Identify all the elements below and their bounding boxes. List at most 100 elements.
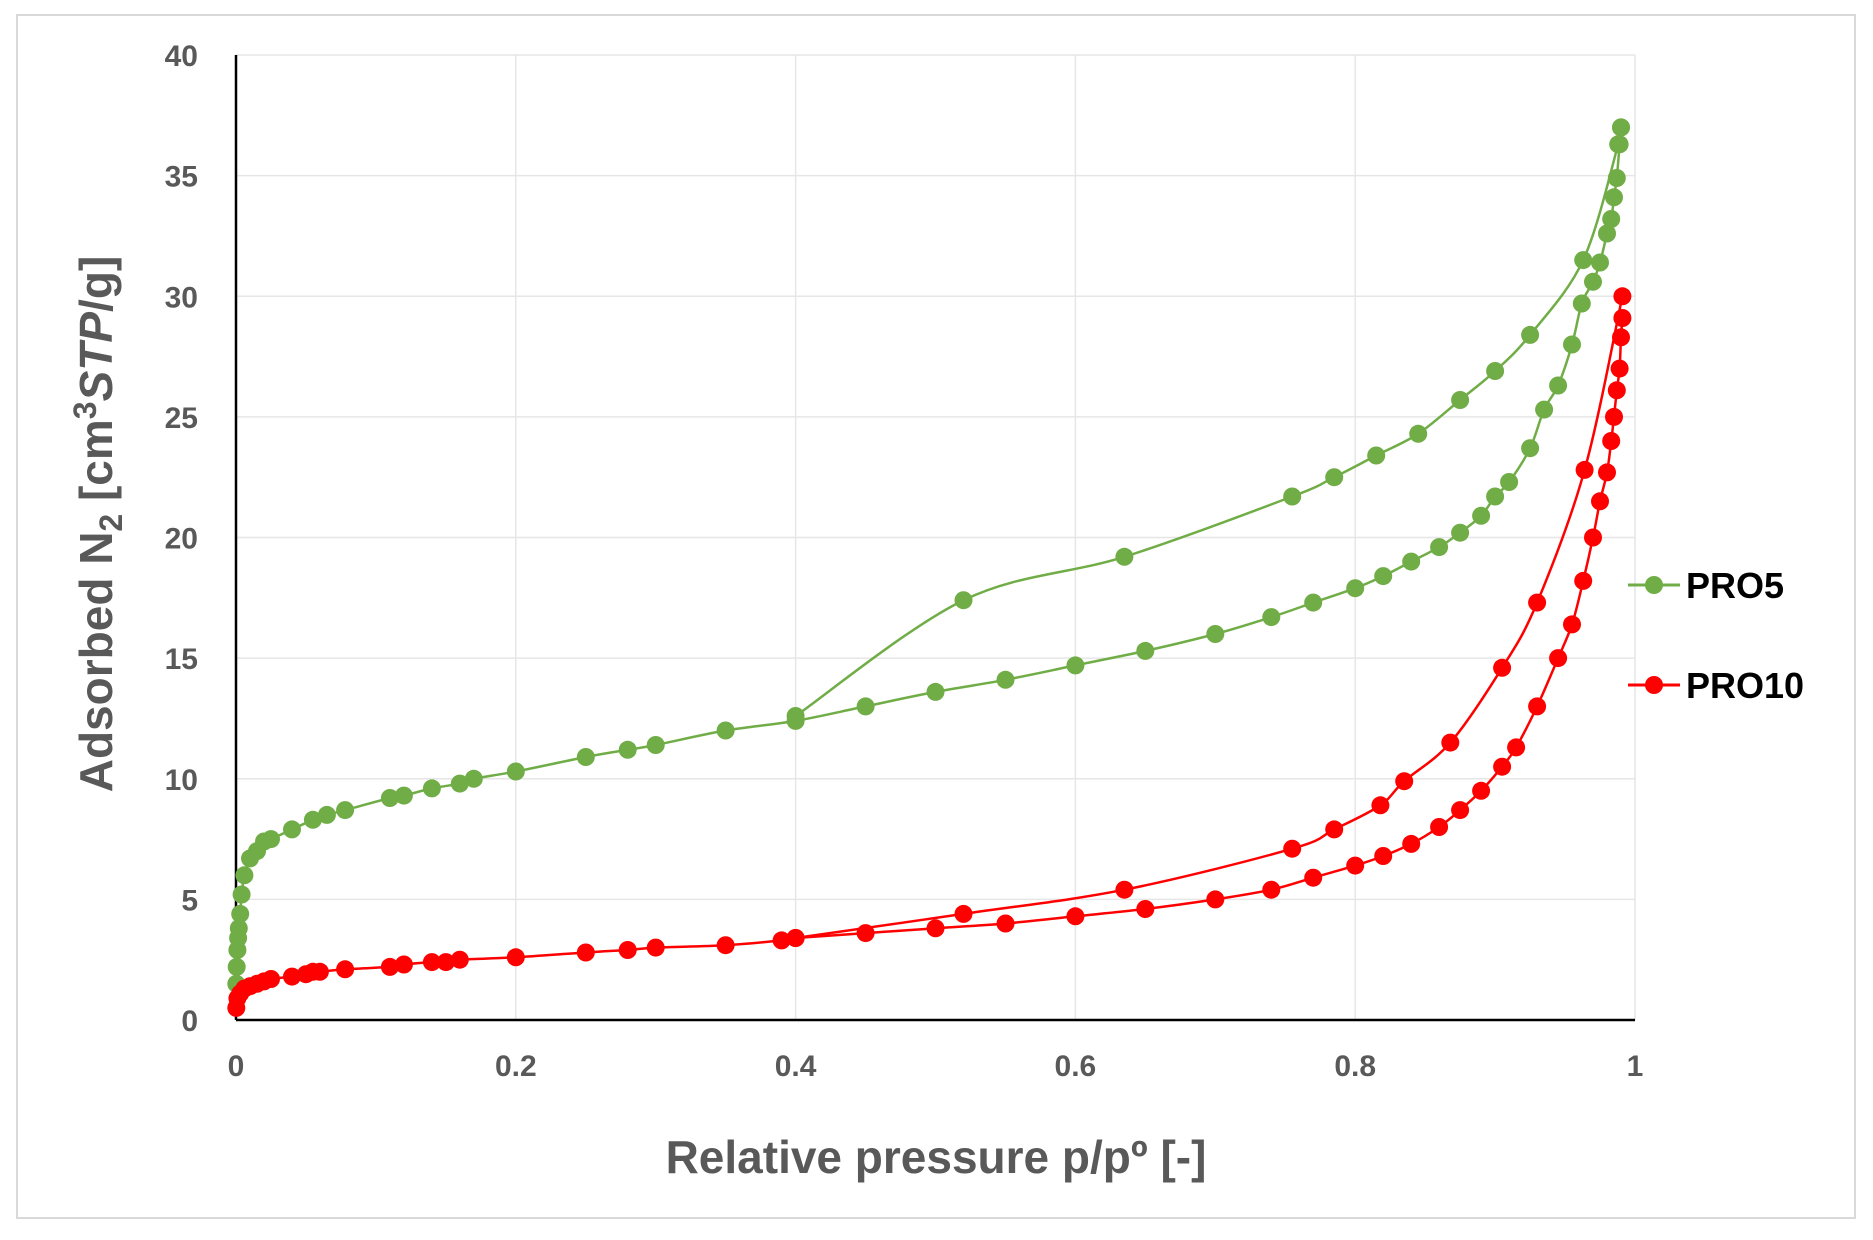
- pro5-adsorption-point: [1472, 506, 1491, 525]
- legend-label-pro5: PRO5: [1686, 565, 1784, 606]
- pro5-adsorption-point: [1500, 473, 1519, 491]
- pro10-desorption-point: [1115, 880, 1134, 899]
- axes: [234, 55, 1635, 1022]
- pro5-adsorption-point: [450, 774, 469, 793]
- pro5-adsorption-point: [1206, 625, 1225, 643]
- pro5-adsorption-point: [380, 789, 399, 807]
- pro5-desorption-point: [1486, 362, 1505, 380]
- pro5-adsorption-point: [576, 748, 595, 766]
- pro10-desorption-point: [1575, 460, 1594, 479]
- pro10-adsorption-point: [1451, 801, 1470, 820]
- pro5-adsorption-point: [506, 762, 525, 781]
- pro10-adsorption-point: [1374, 847, 1393, 865]
- pro10-desorption-line: [795, 296, 1624, 940]
- pro5-adsorption-point: [229, 919, 248, 938]
- pro10-adsorption-point: [1346, 856, 1365, 875]
- pro10-adsorption-point: [1262, 880, 1281, 899]
- pro5-desorption-line: [794, 126, 1624, 718]
- pro10-adsorption-point: [1549, 649, 1568, 668]
- pro5-adsorption-point: [1430, 538, 1449, 557]
- pro5-adsorption-point: [1346, 579, 1365, 598]
- pro10-desorption-point: [1283, 839, 1302, 858]
- pro10-adsorption-point: [1574, 571, 1593, 590]
- pro5-adsorption-point: [232, 885, 251, 904]
- legend-marker-pro10: [1645, 676, 1663, 694]
- pro10-adsorption-point: [772, 931, 791, 950]
- y-axis-title: Adsorbed N2 [cm3STP/g]: [67, 256, 129, 793]
- pro10-desorption-point: [1528, 593, 1547, 612]
- pro5-desorption-point: [1115, 547, 1134, 566]
- pro5-adsorption-point: [996, 670, 1015, 689]
- y-tick-label: 35: [165, 161, 198, 194]
- pro10-adsorption-point: [283, 967, 301, 986]
- pro5-adsorption-point: [464, 769, 483, 788]
- pro5-adsorption-point: [394, 786, 413, 805]
- pro10-adsorption-point: [1066, 907, 1085, 926]
- x-tick-label: 0: [228, 1050, 245, 1083]
- pro5-adsorption-point: [1374, 567, 1393, 586]
- legend-item-pro5: PRO5: [1628, 565, 1784, 606]
- pro5-desorption-point: [1609, 135, 1628, 154]
- pro10-adsorption-point: [1607, 381, 1626, 400]
- pro5-adsorption-point: [283, 820, 301, 839]
- pro10-adsorption-point: [1605, 407, 1623, 426]
- pro10-adsorption-point: [1584, 528, 1602, 547]
- pro10-desorption-point: [786, 929, 805, 947]
- pro5-desorption-point: [1325, 468, 1344, 487]
- pro5-adsorption-point: [646, 736, 665, 754]
- pro5-desorption-point: [1612, 118, 1630, 137]
- y-tick-label: 0: [181, 1005, 198, 1038]
- pro5-adsorption-point: [1549, 376, 1568, 395]
- pro5-desorption-point: [1574, 251, 1593, 270]
- y-tick-label: 5: [181, 884, 198, 917]
- pro5-desorption-point: [1451, 391, 1470, 409]
- pro10-adsorption-point: [422, 953, 441, 972]
- pro10-adsorption-point: [1563, 615, 1581, 634]
- pro10-desorption-point: [1613, 287, 1632, 306]
- pro10-adsorption-point: [926, 919, 945, 938]
- x-tick-label: 0.2: [495, 1050, 537, 1083]
- pro10-adsorption-point: [380, 957, 399, 976]
- series-pro5: [227, 118, 1630, 993]
- pro10-adsorption-point: [1493, 757, 1512, 776]
- pro10-adsorption-point: [450, 950, 469, 969]
- pro10-adsorption-point: [1472, 781, 1491, 800]
- pro5-adsorption-point: [1584, 272, 1602, 291]
- pro5-adsorption-point: [235, 866, 254, 885]
- pro5-adsorption-point: [1304, 593, 1323, 612]
- legend: PRO5 PRO10: [1628, 565, 1804, 706]
- pro10-adsorption-point: [1598, 463, 1616, 482]
- y-tick-label: 20: [165, 523, 198, 556]
- y-tick-label: 10: [165, 764, 198, 797]
- x-axis-title: Relative pressure p/pº [-]: [666, 1131, 1207, 1183]
- pro5-adsorption-point: [1521, 439, 1540, 458]
- pro5-desorption-point: [1283, 487, 1302, 506]
- pro10-adsorption-point: [1602, 432, 1621, 450]
- y-tick-label: 40: [165, 40, 198, 73]
- pro10-adsorption-point: [1430, 818, 1449, 836]
- pro10-adsorption-point: [1610, 359, 1629, 378]
- x-tick-label: 0.8: [1334, 1050, 1376, 1083]
- pro10-adsorption-line: [235, 317, 1624, 1009]
- pro5-adsorption-point: [926, 682, 945, 701]
- pro10-adsorption-point: [436, 953, 455, 972]
- pro5-adsorption-point: [262, 830, 280, 849]
- pro10-adsorption-point: [1528, 697, 1547, 716]
- pro10-adsorption-point: [1402, 834, 1421, 853]
- y-tick-label: 30: [165, 281, 198, 314]
- y-tick-label: 15: [165, 643, 198, 676]
- legend-label-pro10: PRO10: [1686, 665, 1804, 706]
- pro5-desorption-point: [1367, 446, 1386, 465]
- pro5-adsorption-point: [1605, 188, 1623, 207]
- series-layer: [227, 118, 1632, 1017]
- pro5-adsorption-point: [1572, 294, 1591, 313]
- pro10-adsorption-point: [716, 936, 735, 955]
- pro10-adsorption-point: [1612, 328, 1630, 347]
- pro10-adsorption-point: [1591, 492, 1609, 511]
- gridlines: [236, 54, 1636, 1020]
- pro10-adsorption-point: [394, 955, 413, 974]
- pro5-adsorption-point: [1563, 335, 1581, 354]
- pro10-desorption-point: [1325, 820, 1344, 839]
- pro5-adsorption-point: [1535, 400, 1554, 419]
- pro10-desorption-point: [1441, 733, 1460, 752]
